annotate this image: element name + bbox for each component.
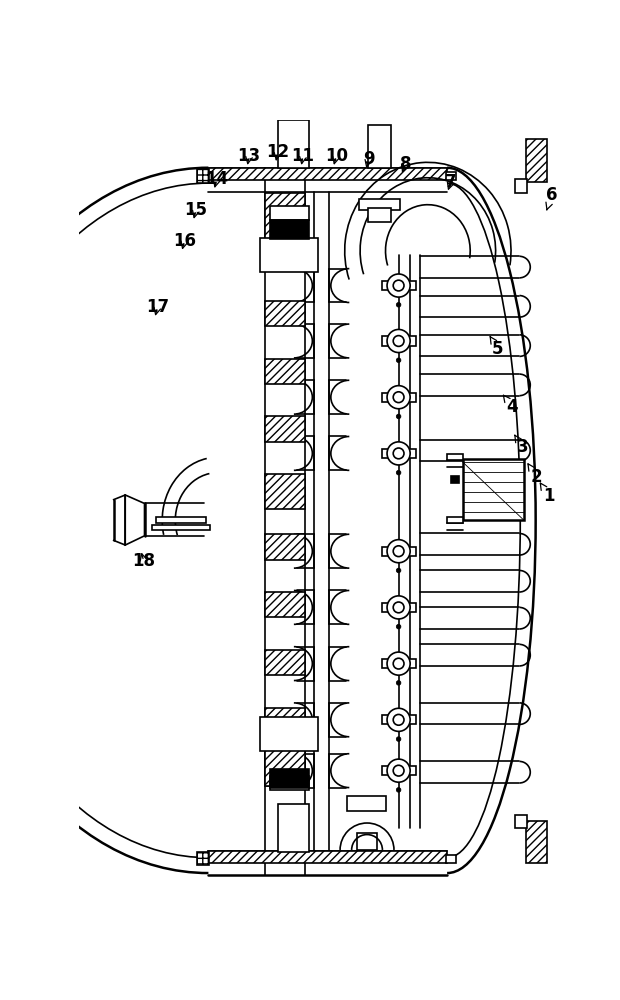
Bar <box>270 206 309 220</box>
Bar <box>270 776 309 790</box>
Bar <box>447 517 463 523</box>
Bar <box>270 769 309 788</box>
Circle shape <box>393 448 404 459</box>
Bar <box>208 168 447 180</box>
Bar <box>515 815 527 828</box>
Circle shape <box>387 329 410 353</box>
Circle shape <box>387 386 410 409</box>
Bar <box>265 748 306 786</box>
Text: 5: 5 <box>490 337 503 358</box>
Text: 4: 4 <box>503 395 518 416</box>
Circle shape <box>393 392 404 403</box>
Bar <box>265 708 306 733</box>
Bar <box>447 454 463 460</box>
Bar <box>368 208 391 222</box>
Circle shape <box>393 546 404 557</box>
Circle shape <box>387 274 410 297</box>
Circle shape <box>393 658 404 669</box>
Text: 14: 14 <box>205 170 228 188</box>
Bar <box>382 659 415 668</box>
Bar <box>265 301 306 326</box>
Bar <box>152 525 210 530</box>
Text: 6: 6 <box>546 186 557 210</box>
Bar <box>197 852 209 865</box>
Bar <box>208 851 447 863</box>
Circle shape <box>387 652 410 675</box>
Bar <box>265 650 306 675</box>
Circle shape <box>387 708 410 731</box>
Circle shape <box>393 765 404 776</box>
Bar <box>260 717 317 751</box>
Bar <box>451 476 459 483</box>
Bar <box>358 199 400 210</box>
Bar <box>270 220 309 239</box>
Bar <box>265 416 306 442</box>
Bar <box>382 766 415 775</box>
Bar <box>265 751 306 786</box>
Bar <box>265 359 306 384</box>
Bar <box>382 281 415 290</box>
Circle shape <box>396 414 401 419</box>
Circle shape <box>396 681 401 685</box>
Text: 8: 8 <box>400 155 411 173</box>
Bar <box>515 179 527 193</box>
Bar <box>278 120 309 168</box>
Bar <box>265 474 306 509</box>
Circle shape <box>393 336 404 346</box>
Text: 7: 7 <box>445 173 457 191</box>
Text: 17: 17 <box>146 298 169 316</box>
Text: 10: 10 <box>325 147 348 165</box>
Circle shape <box>396 737 401 741</box>
Circle shape <box>396 302 401 307</box>
Bar <box>446 855 456 863</box>
Text: 3: 3 <box>515 435 528 456</box>
Bar <box>156 517 206 523</box>
Text: 16: 16 <box>173 232 196 250</box>
Bar <box>526 821 547 863</box>
Bar <box>197 169 209 183</box>
Bar <box>382 336 415 346</box>
Bar <box>382 715 415 724</box>
Text: 2: 2 <box>528 464 542 486</box>
Bar <box>446 172 456 180</box>
Circle shape <box>387 442 410 465</box>
Text: 18: 18 <box>132 552 155 570</box>
Bar <box>382 449 415 458</box>
Circle shape <box>393 714 404 725</box>
Bar <box>382 393 415 402</box>
Circle shape <box>396 568 401 573</box>
Text: 13: 13 <box>237 147 261 165</box>
Text: 9: 9 <box>363 150 374 168</box>
Circle shape <box>396 358 401 363</box>
Circle shape <box>393 602 404 613</box>
Bar <box>265 534 306 560</box>
Bar <box>382 603 415 612</box>
Circle shape <box>387 596 410 619</box>
Circle shape <box>396 470 401 475</box>
Bar <box>347 796 386 811</box>
Circle shape <box>393 280 404 291</box>
Bar <box>265 592 306 617</box>
Text: 1: 1 <box>540 483 554 505</box>
Text: 12: 12 <box>266 143 290 161</box>
Circle shape <box>396 624 401 629</box>
Text: 15: 15 <box>185 201 208 219</box>
Bar <box>278 804 309 852</box>
Bar <box>260 238 317 272</box>
Bar <box>265 193 306 270</box>
Bar <box>463 459 524 520</box>
Text: 11: 11 <box>291 147 314 165</box>
Circle shape <box>396 788 401 792</box>
Bar <box>368 125 391 168</box>
Circle shape <box>387 540 410 563</box>
Bar <box>357 833 377 850</box>
Circle shape <box>387 759 410 782</box>
Bar <box>526 139 547 182</box>
Bar <box>382 547 415 556</box>
